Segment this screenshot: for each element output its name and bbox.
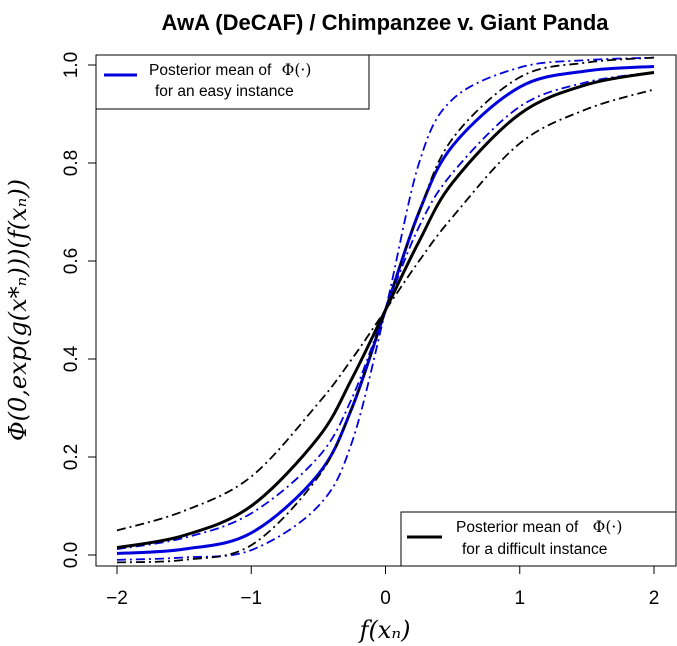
- y-tick-label: 1.0: [61, 52, 82, 78]
- legend-easy-math: Φ(·): [282, 61, 312, 79]
- y-tick-label: 0.4: [61, 345, 82, 372]
- x-tick-label: 2: [649, 588, 660, 609]
- legend-easy-line1: Posterior mean of Φ(·): [149, 61, 311, 79]
- x-tick-label: 1: [514, 588, 525, 609]
- chart-title: AwA (DeCAF) / Chimpanzee v. Giant Panda: [162, 10, 610, 35]
- legend-difficult-line2: for a difficult instance: [462, 541, 607, 558]
- legend-difficult-text1: Posterior mean of: [456, 519, 579, 536]
- legend-easy: Posterior mean of Φ(·) for an easy insta…: [95, 54, 370, 110]
- x-tick-label: 0: [380, 588, 391, 609]
- legend-difficult: Posterior mean of Φ(·) for a difficult i…: [400, 511, 677, 567]
- y-axis: 0.0 0.2 0.4 0.6 0.8 1.0: [61, 52, 97, 568]
- series-line-blue-dashdot-2: [116, 71, 655, 551]
- series-line-black-dashdot-5: [116, 88, 655, 532]
- y-tick-label: 0.2: [61, 444, 82, 470]
- series-layer: [116, 56, 655, 564]
- x-tick-label: −1: [240, 588, 262, 609]
- y-axis-label: Φ(0,exp(g(x*ₙ)))(f(xₙ)): [4, 179, 32, 441]
- series-line-black-dashdot-4: [116, 56, 655, 564]
- legend-difficult-line1: Posterior mean of Φ(·): [456, 518, 622, 536]
- legend-easy-line2: for an easy instance: [155, 83, 294, 100]
- legend-difficult-math: Φ(·): [593, 518, 623, 536]
- y-tick-label: 0.6: [61, 248, 82, 274]
- x-axis: −2 −1 0 1 2: [106, 565, 660, 609]
- legend-easy-text1: Posterior mean of: [149, 62, 272, 79]
- y-tick-label: 0.8: [61, 150, 82, 176]
- x-axis-label: f(xₙ): [358, 616, 411, 644]
- x-tick-label: −2: [106, 588, 128, 609]
- y-tick-label: 0.0: [61, 542, 82, 568]
- legend-difficult-box: [400, 511, 677, 567]
- legend-easy-box: [95, 54, 370, 110]
